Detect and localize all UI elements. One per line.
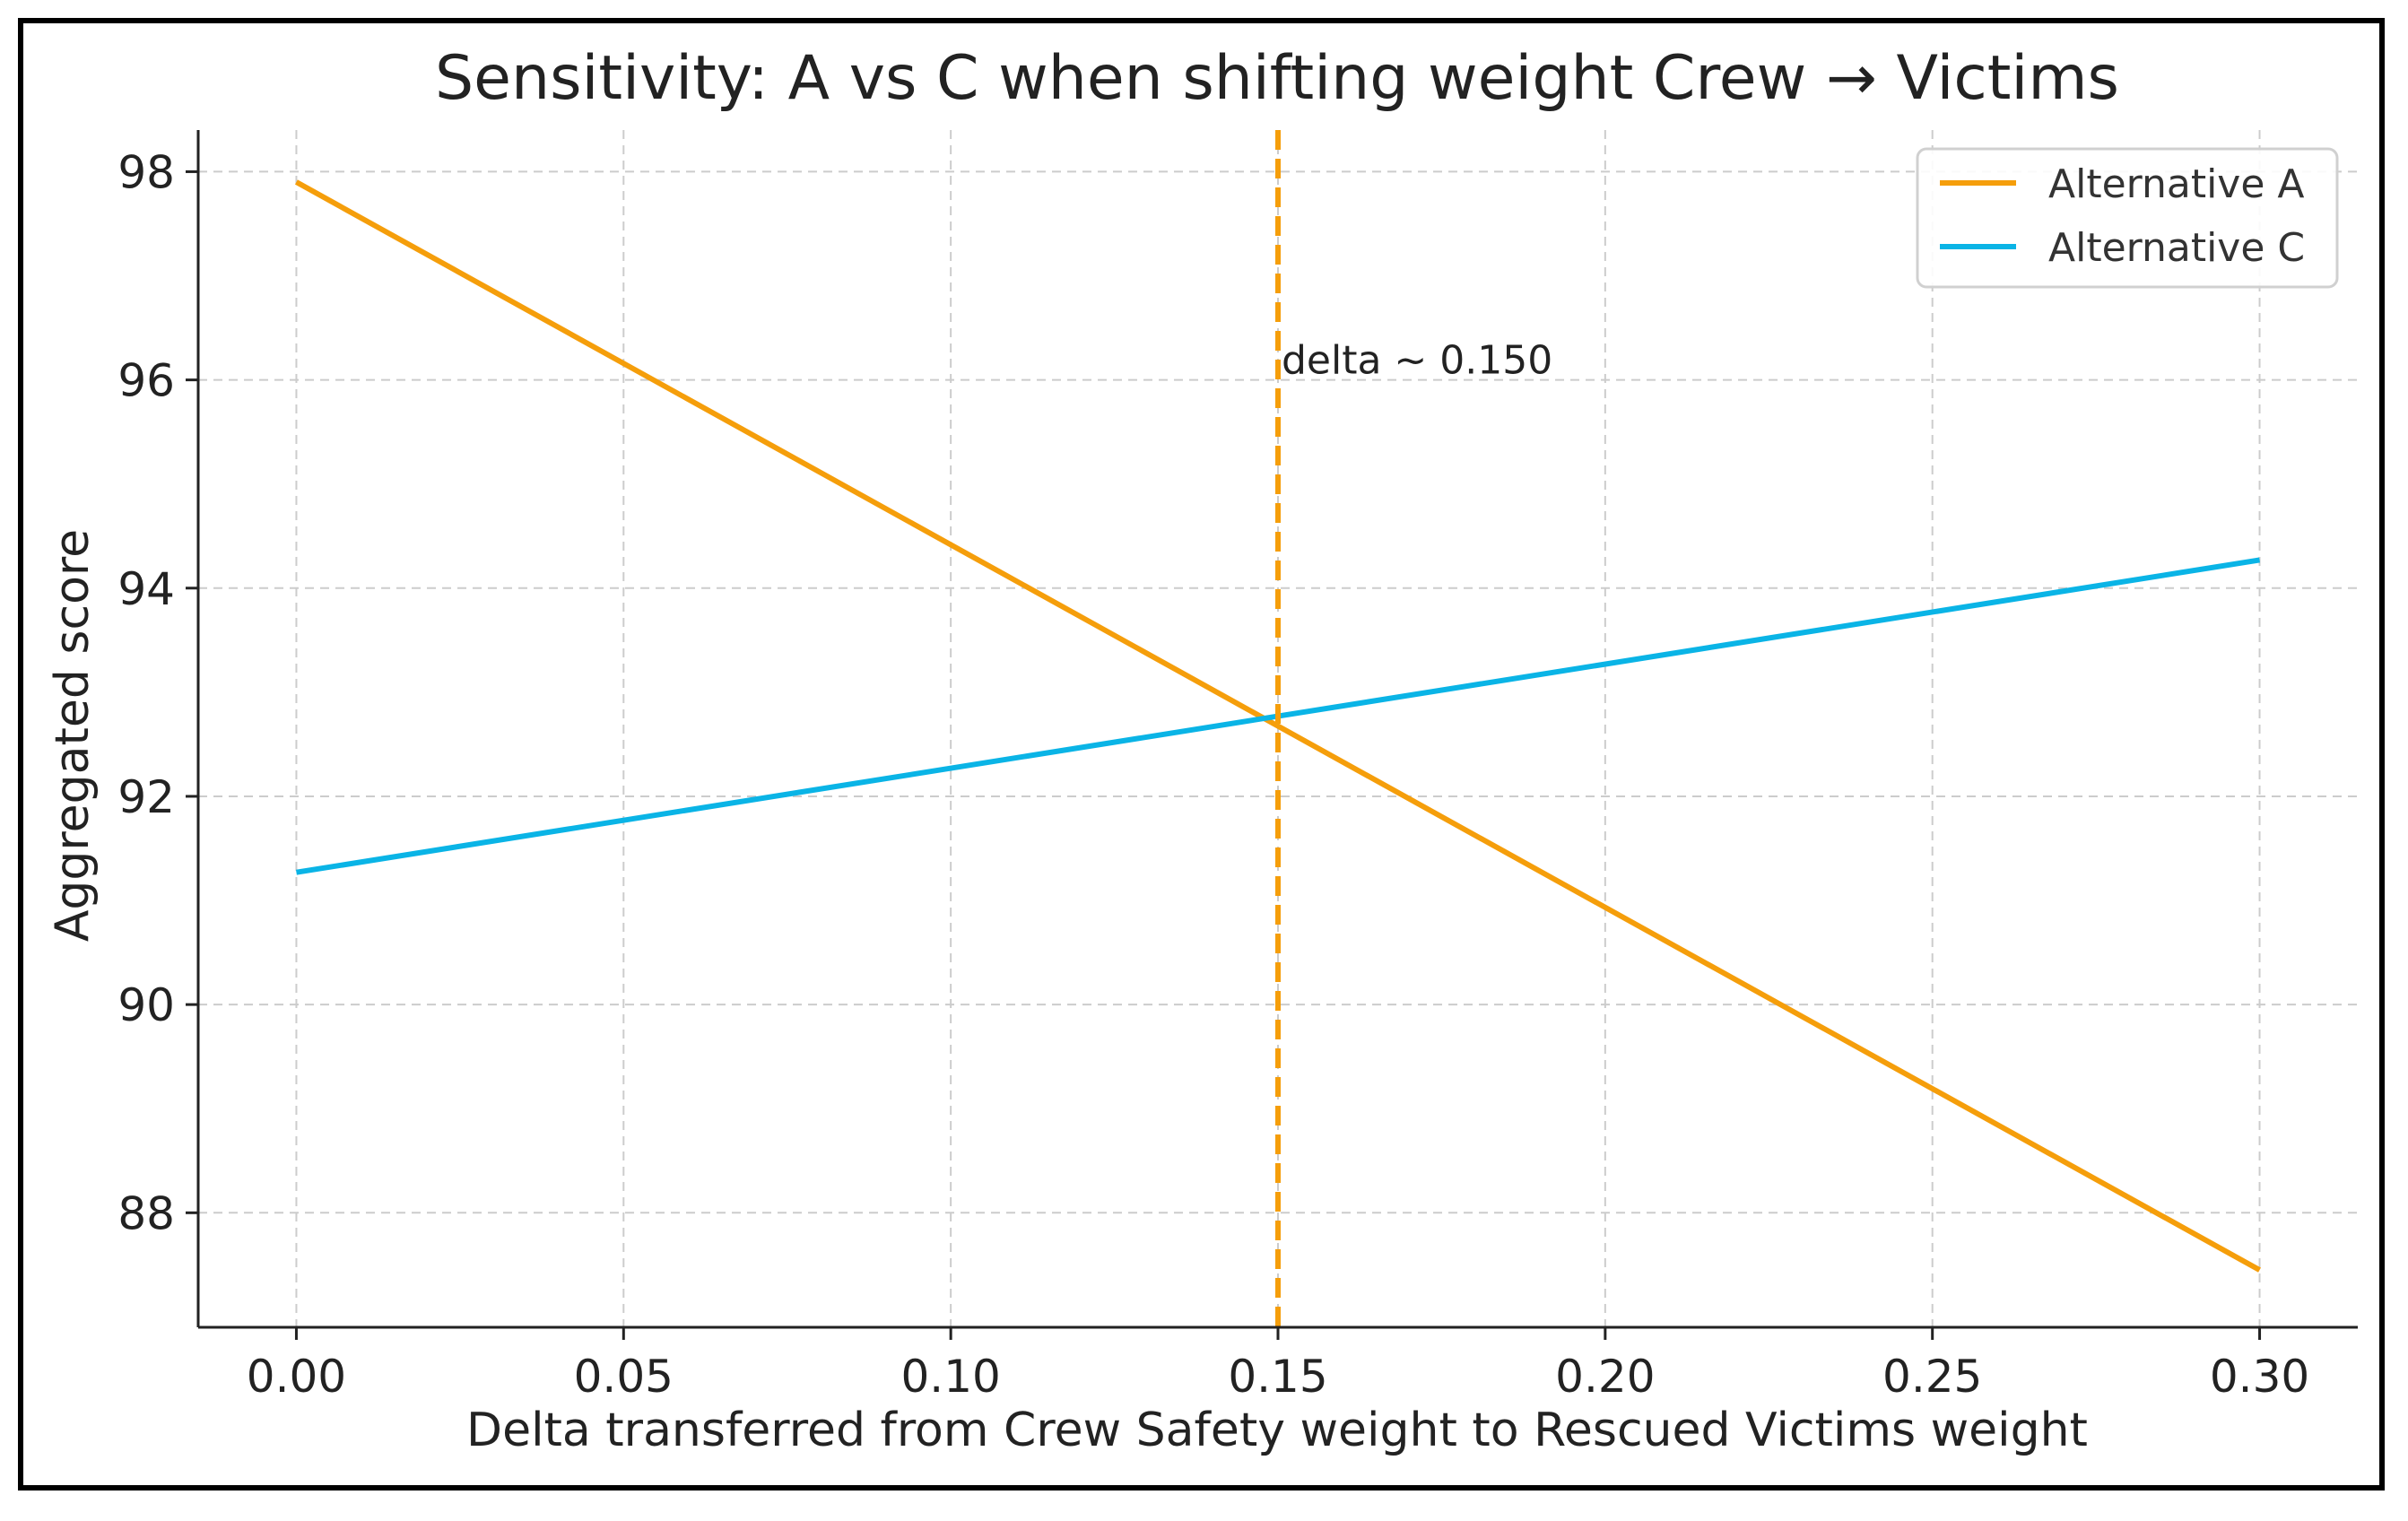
x-tick-label: 0.30 <box>2210 1351 2309 1403</box>
crossover-annotation: delta ~ 0.150 <box>1282 337 1552 383</box>
series-layer <box>295 130 2261 1327</box>
x-tick-label: 0.15 <box>1228 1351 1327 1403</box>
x-tick-label: 0.10 <box>900 1351 1000 1403</box>
x-axis-label: Delta transferred from Crew Safety weigh… <box>466 1404 2088 1457</box>
legend-box <box>1916 147 2339 289</box>
series-line-alternative-a <box>295 179 2261 1273</box>
x-tick-label: 0.25 <box>1882 1351 1982 1403</box>
y-tick-label: 94 <box>117 563 175 615</box>
x-tick-label: 0.20 <box>1555 1351 1655 1403</box>
x-tick-label: 0.00 <box>247 1351 346 1403</box>
y-tick-label: 88 <box>117 1187 175 1239</box>
axes <box>186 130 2358 1340</box>
y-tick-label: 96 <box>117 355 175 407</box>
y-tick-label: 92 <box>117 771 175 823</box>
y-tick-label: 90 <box>117 979 175 1031</box>
chart-title: Sensitivity: A vs C when shifting weight… <box>435 43 2119 114</box>
y-axis-label: Aggregated score <box>46 529 100 942</box>
tick-labels: 0.00 0.05 0.10 0.15 0.20 0.25 0.30 88 90 92 94 96 98 <box>117 146 2309 1403</box>
legend: Alternative A Alternative C <box>1916 147 2339 289</box>
x-tick-label: 0.05 <box>574 1351 674 1403</box>
y-tick-label: 98 <box>117 146 175 198</box>
legend-label-alternative-a: Alternative A <box>2048 161 2304 207</box>
legend-label-alternative-c: Alternative C <box>2048 225 2305 271</box>
